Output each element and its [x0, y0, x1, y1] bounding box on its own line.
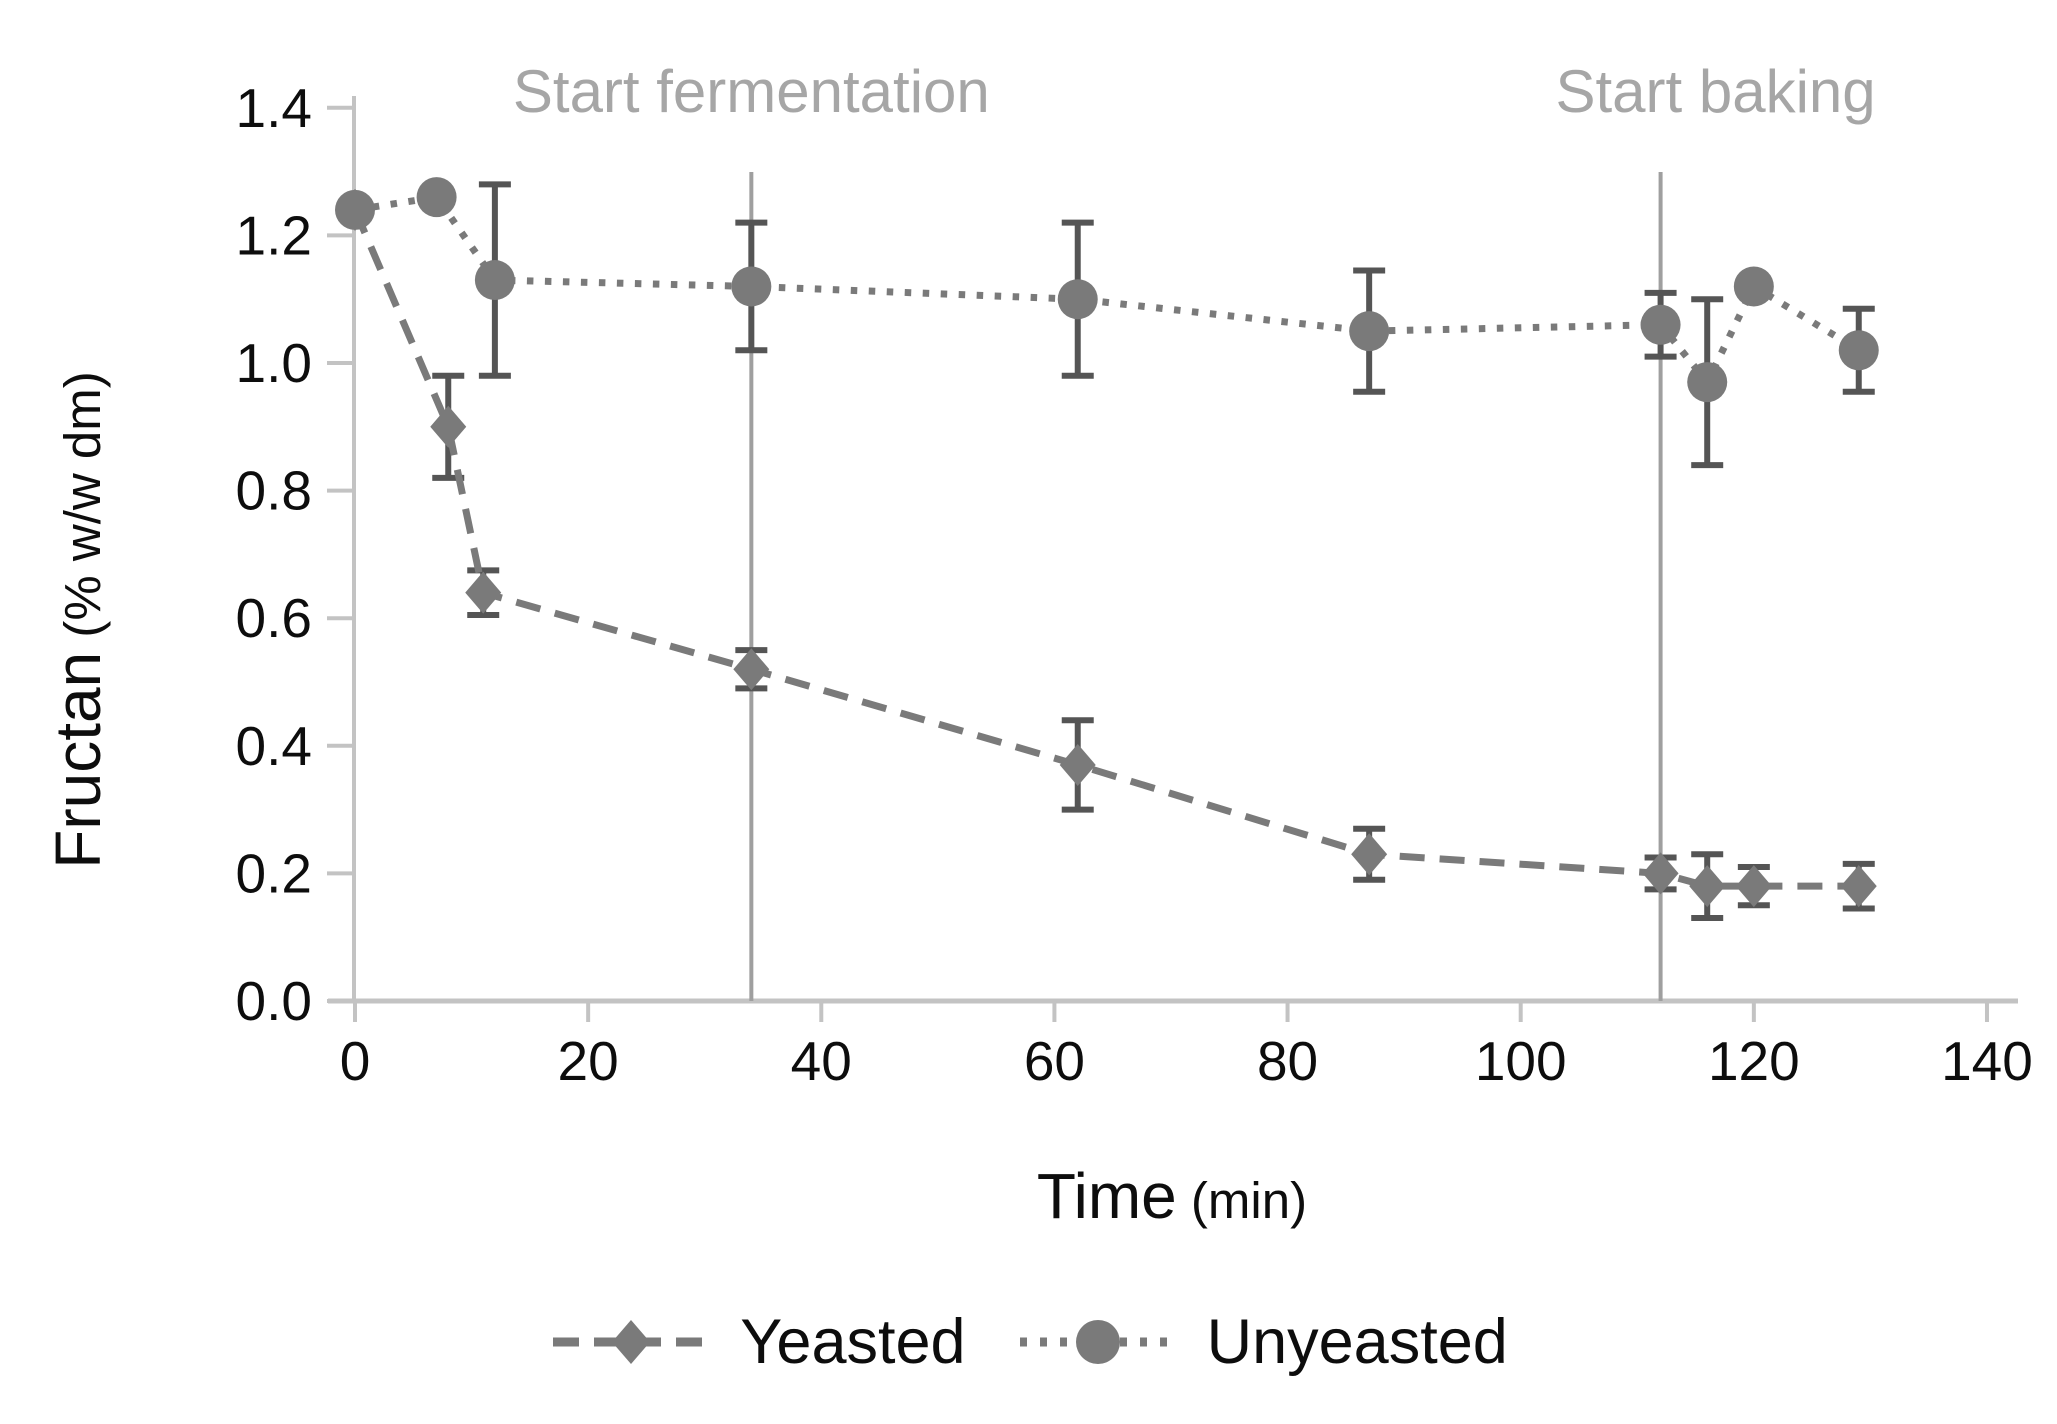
unyeasted-point-marker: [474, 260, 515, 301]
unyeasted-point-marker: [1057, 279, 1098, 320]
legend-item-unyeasted: Unyeasted: [1016, 1306, 1508, 1378]
unyeasted-point-marker: [731, 266, 772, 307]
x-axis-title-unit: (min): [1176, 1172, 1308, 1229]
legend-label-yeasted: Yeasted: [740, 1307, 966, 1377]
y-tick-label: 1.4: [236, 77, 312, 139]
y-axis-title-main: Fructan: [42, 651, 114, 869]
x-tick-label: 140: [1941, 1030, 2033, 1092]
y-tick-label: 0.4: [236, 715, 312, 777]
unyeasted-point-marker: [416, 177, 457, 218]
yeasted-point-marker: [1689, 865, 1726, 908]
x-tick-label: 120: [1708, 1030, 1800, 1092]
y-tick-label: 0.6: [236, 587, 312, 649]
yeasted-point-marker: [733, 648, 770, 691]
y-tick-label: 0.0: [236, 970, 312, 1032]
unyeasted-point-marker: [1640, 304, 1681, 345]
x-tick-label: 60: [1024, 1030, 1085, 1092]
x-tick-label: 80: [1257, 1030, 1318, 1092]
y-axis-title: Fructan (% w/w dm): [41, 371, 115, 868]
y-axis-title-unit: (% w/w dm): [54, 371, 111, 652]
y-tick-label: 0.2: [236, 842, 312, 904]
x-tick-label: 100: [1475, 1030, 1567, 1092]
y-tick-label: 1.0: [236, 332, 312, 394]
x-tick-label: 40: [791, 1030, 852, 1092]
unyeasted-point-marker: [1349, 311, 1390, 352]
legend-label-unyeasted: Unyeasted: [1206, 1307, 1508, 1377]
chart-legend: Yeasted Unyeasted: [0, 1306, 2057, 1378]
unyeasted-line: [354, 193, 1861, 386]
x-tick-label: 20: [558, 1030, 619, 1092]
yeasted-point-marker: [1351, 833, 1388, 876]
unyeasted-point-marker: [335, 189, 375, 230]
unyeasted-point-marker: [1733, 266, 1774, 307]
x-tick-label: 0: [340, 1030, 371, 1092]
yeasted-point-marker: [1840, 865, 1877, 908]
y-tick-label: 1.2: [236, 204, 312, 266]
unyeasted-point-marker: [1687, 362, 1728, 403]
annotation-label: Start baking: [1555, 58, 1875, 125]
yeasted-point-marker: [1735, 865, 1772, 908]
y-tick-label: 0.8: [236, 460, 312, 522]
yeasted-line-sample-icon: [553, 1320, 711, 1364]
x-axis-title-main: Time: [1036, 1160, 1177, 1232]
yeasted-line: [351, 208, 1859, 890]
yeasted-point-marker: [430, 405, 467, 448]
yeasted-point-marker: [1642, 852, 1679, 895]
x-axis-title: Time (min): [1037, 1159, 1307, 1233]
legend-item-yeasted: Yeasted: [549, 1306, 966, 1378]
annotation-label: Start fermentation: [513, 58, 990, 125]
unyeasted-point-marker: [1838, 330, 1879, 371]
yeasted-point-marker: [465, 571, 502, 614]
unyeasted-line-sample-icon: [1019, 1320, 1177, 1364]
yeasted-point-marker: [1059, 743, 1096, 786]
